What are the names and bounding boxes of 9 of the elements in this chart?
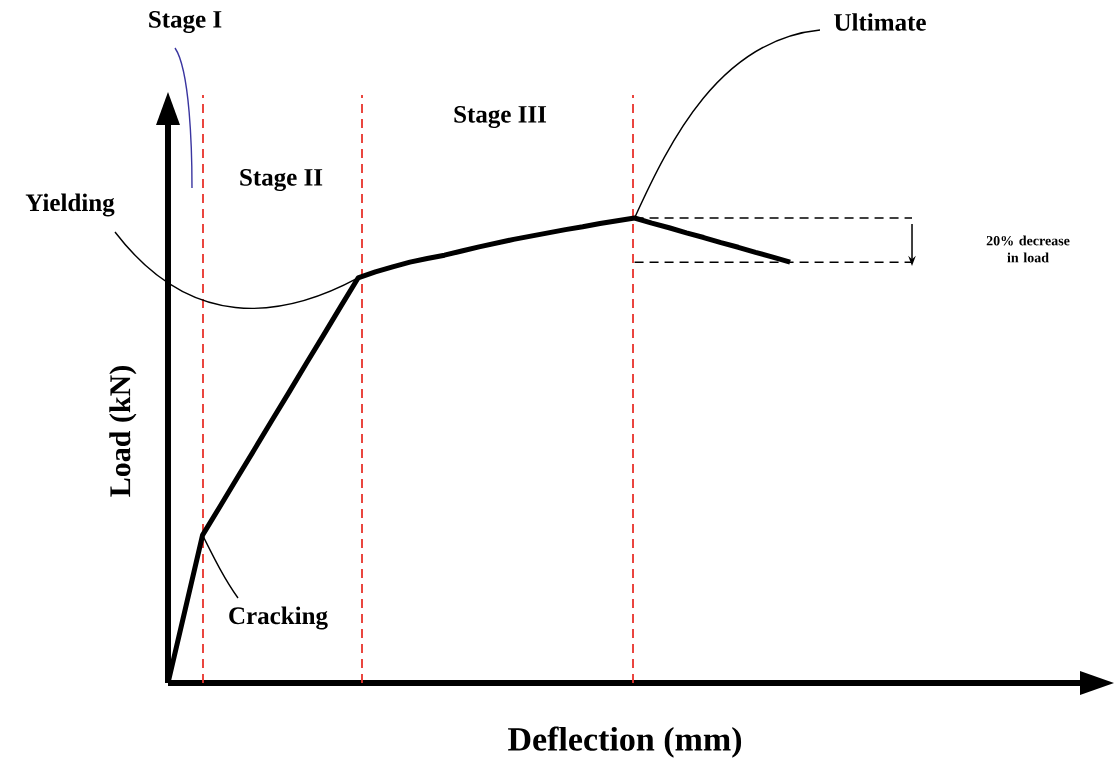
y-axis-title: Load (kN) <box>109 366 137 497</box>
text: Yielding <box>25 193 115 217</box>
annotation: Cracking <box>229 606 328 630</box>
text: 20% decrease in load <box>986 235 1070 263</box>
text: Ultimate <box>834 13 926 31</box>
x-axis-title: Deflection (mm) <box>508 726 742 758</box>
text: Stage II <box>240 168 323 192</box>
text: Stage III <box>454 105 547 129</box>
text: Stage I <box>149 10 222 34</box>
